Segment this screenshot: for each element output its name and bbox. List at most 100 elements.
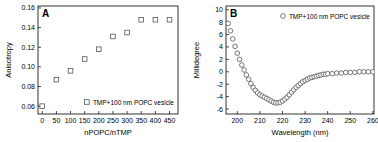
x-tick-label: 100 [65,117,77,124]
y-tick [38,7,41,8]
marks [40,17,172,108]
data-point [242,68,247,73]
data-point [233,44,238,49]
panel-0: 0501001502002503003504004500.060.080.100… [4,4,178,137]
x-tick-label: 260 [367,117,378,124]
y-tick-label: 0 [219,68,223,75]
y-tick-label: 0.08 [21,83,35,90]
x-tick-label: 250 [344,117,356,124]
data-point [40,104,45,109]
y-axis-label: Anisotropy [4,42,13,78]
x-tick-label: 400 [150,117,162,124]
data-point [366,69,371,74]
figure: 0501001502002503003504004500.060.080.100… [0,0,378,142]
data-point [371,69,374,74]
data-point [244,73,249,78]
data-point [153,17,158,22]
x-tick [112,111,113,114]
data-point [82,57,87,62]
y-tick [226,109,229,110]
x-tick [282,111,283,114]
x-tick-label: 450 [164,117,176,124]
x-tick [56,111,57,114]
data-point [235,51,240,56]
panel-label: B [230,8,237,19]
y-tick [38,47,41,48]
data-point [352,70,357,75]
x-tick-label: 50 [52,117,60,124]
x-tick [127,111,128,114]
data-point [240,63,245,68]
x-tick-label: 210 [254,117,266,124]
data-point [139,17,144,22]
x-tick [350,111,351,114]
y-axis-label: Millidegree [192,42,201,78]
data-point [125,30,130,35]
legend: TMP+100 nm POPC vesicle [281,13,371,20]
data-point [54,77,59,82]
data-point [339,71,344,76]
y-tick [226,59,229,60]
x-tick-label: 220 [277,117,289,124]
data-point [357,69,362,74]
y-tick [226,46,229,47]
x-tick [169,111,170,114]
y-tick [226,84,229,85]
x-tick-label: 230 [299,117,311,124]
data-point [325,71,330,76]
x-tick-label: 150 [79,117,91,124]
legend-marker [85,100,90,105]
y-tick-label: 0.12 [21,44,35,51]
y-tick-label: 0.16 [21,4,35,11]
data-point [68,69,73,74]
panel-1: 200210220230240250260-6-4-20246810Wavele… [192,6,378,137]
x-tick-label: 200 [231,117,243,124]
x-tick [141,111,142,114]
data-point [226,21,231,26]
data-point [348,70,353,75]
y-tick [38,66,41,67]
legend: TMP+100 nm POPC vesicle [85,99,175,106]
data-point [334,71,339,76]
y-tick-label: 8 [219,19,223,26]
x-tick [42,111,43,114]
x-tick [84,111,85,114]
x-tick [327,111,328,114]
x-axis-label: nPOPC/nTMP [84,128,132,137]
data-point [228,29,233,34]
x-axis-label: Wavelength (nm) [272,128,329,137]
y-tick-label: -6 [217,106,223,113]
y-tick-label: 0.10 [21,63,35,70]
x-tick-label: 0 [40,117,44,124]
data-point [167,17,172,22]
x-tick [98,111,99,114]
legend-label: TMP+100 nm POPC vesicle [289,13,370,20]
y-tick-label: -4 [217,93,223,100]
x-tick [305,111,306,114]
y-tick-label: -2 [217,81,223,88]
y-tick [38,27,41,28]
data-point [330,71,335,76]
x-tick-label: 250 [107,117,119,124]
legend-marker [281,14,286,19]
x-tick [259,111,260,114]
data-point [230,37,235,42]
legend-label: TMP+100 nm POPC vesicle [93,99,174,106]
y-tick-label: 10 [215,6,223,13]
x-tick [237,111,238,114]
y-tick-label: 0.14 [21,24,35,31]
x-tick [155,111,156,114]
y-tick-label: 2 [219,56,223,63]
marks [226,21,374,105]
x-tick-label: 350 [135,117,147,124]
plot-frame [226,6,374,114]
data-point [111,34,116,39]
x-tick-label: 240 [322,117,334,124]
y-tick-label: 6 [219,31,223,38]
y-tick [38,86,41,87]
data-point [237,57,242,62]
data-point [97,47,102,52]
data-point [362,69,367,74]
y-tick [226,9,229,10]
y-tick-label: 0.06 [21,103,35,110]
